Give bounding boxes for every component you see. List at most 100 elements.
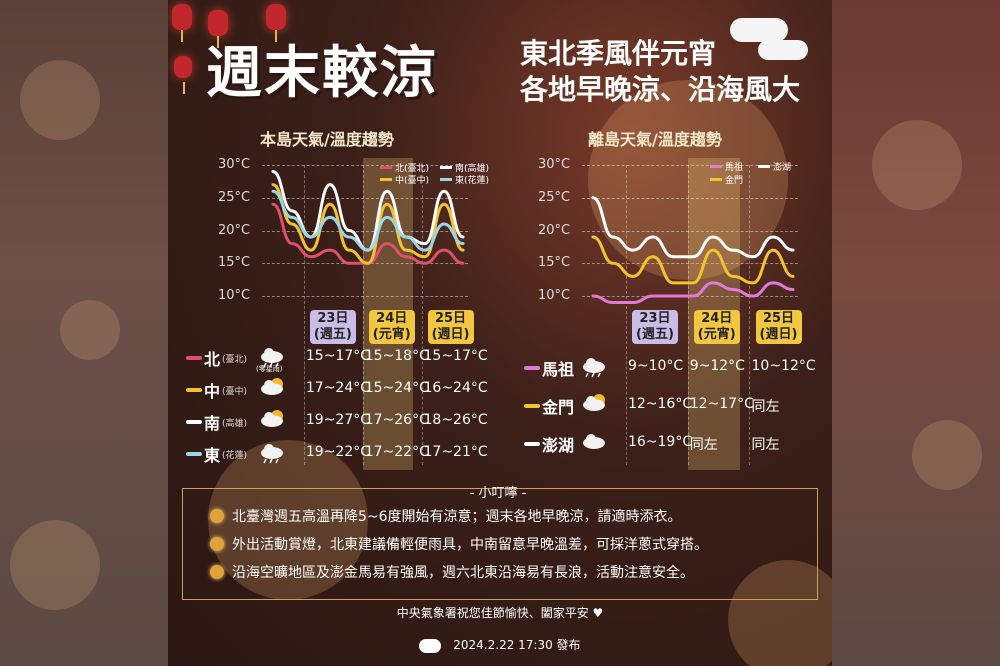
day-separator: [421, 165, 423, 465]
row-color-swatch: [186, 356, 202, 360]
series-line-1: [591, 235, 795, 285]
cloud-decoration-icon: [730, 18, 788, 42]
temp-cell: 同左: [689, 437, 718, 453]
series-line-2: [591, 196, 795, 259]
legend-item: 馬祖: [710, 160, 743, 173]
legend-item: 金門: [710, 173, 743, 186]
lantern-bullet-icon: [210, 509, 224, 523]
legend-label: 馬祖: [725, 163, 744, 173]
row-color-swatch: [524, 404, 540, 408]
temp-cell: 15~17°C: [423, 348, 488, 364]
right-chart-title: 離島天氣/溫度趨勢: [588, 130, 722, 149]
temp-cell: 16~24°C: [423, 380, 488, 396]
legend-label: 南(高雄): [455, 164, 490, 174]
temp-cell: 9~10°C: [627, 358, 684, 374]
y-tick-label: 20°C: [218, 222, 251, 238]
temp-cell: 12~17°C: [689, 396, 754, 412]
y-tick-label: 30°C: [218, 157, 251, 172]
legend-label: 北(臺北): [395, 164, 430, 174]
day-header-23日: 23日 (週五): [631, 310, 678, 344]
legend-label: 澎湖: [773, 163, 792, 173]
temp-cell: 17~24°C: [305, 380, 371, 396]
temp-cell: 同左: [751, 437, 780, 453]
legend-label: 金門: [725, 176, 744, 186]
day-separator: [304, 165, 305, 465]
weather-label: (零星雨): [256, 365, 283, 373]
series-line-0: [591, 281, 795, 305]
temp-cell: 17~26°C: [364, 412, 429, 428]
lantern-icon: [208, 10, 228, 48]
left-blurred-background: [0, 0, 168, 666]
legend-item: 澎湖: [758, 160, 791, 173]
y-tick-label: 20°C: [538, 222, 571, 238]
right-blurred-background: [832, 0, 1000, 666]
row-label-南: 南 (高雄): [186, 410, 247, 434]
gridline: [262, 197, 468, 199]
temp-cell: 17~22°C: [364, 444, 429, 460]
gridline: [262, 296, 468, 297]
chart-plot: [591, 196, 795, 305]
gridline: [582, 263, 798, 265]
y-tick-label: 25°C: [218, 189, 251, 205]
legend-swatch: [380, 166, 392, 169]
temp-cell: 12~16°C: [627, 396, 693, 412]
lantern-bullet-icon: [210, 537, 224, 551]
legend-item: 南(高雄): [440, 161, 489, 174]
y-tick-label: 15°C: [538, 255, 571, 271]
row-label-東: 東 (花蓮): [186, 442, 247, 466]
row-label-金門: 金門: [524, 394, 574, 418]
day-separator: [625, 165, 627, 465]
tip-item: 外出活動賞燈，北東建議備輕便雨具，中南留意早晚溫差，可採洋蔥式穿搭。: [210, 534, 708, 554]
y-tick-label: 30°C: [538, 157, 571, 172]
day-header-23日: 23日 (週五): [309, 310, 356, 344]
temp-cell: 15~17°C: [305, 348, 371, 364]
temp-cell: 19~27°C: [305, 412, 371, 428]
day-header-24日: 24日 (元宵): [693, 310, 740, 344]
tips-frame: [182, 488, 818, 600]
lantern-icon: [174, 56, 192, 94]
row-label-中: 中 (臺中): [186, 378, 247, 402]
row-color-swatch: [186, 388, 202, 392]
legend-swatch: [758, 165, 770, 168]
left-chart-title: 本島天氣/溫度趨勢: [260, 130, 394, 149]
gridline: [582, 230, 798, 232]
row-color-swatch: [524, 442, 540, 446]
day-separator: [687, 165, 689, 465]
day-header-24日: 24日 (元宵): [368, 310, 415, 344]
heart-icon: ♥: [592, 606, 604, 620]
legend-label: 東(花蓮): [455, 176, 490, 186]
lantern-icon: [266, 4, 286, 42]
temp-cell: 19~22°C: [305, 444, 371, 460]
tips-panel: - 小叮嚀 - 北臺灣週五高溫再降5~6度開始有涼意；週末各地早晚涼，請適時添衣…: [186, 486, 810, 598]
lantern-bullet-icon: [210, 565, 224, 579]
row-label-馬祖: 馬祖: [524, 356, 574, 380]
page-title: 週末較涼: [206, 41, 438, 106]
legend-swatch: [710, 178, 722, 181]
footer-issued: 2024.2.22 17:30 發布: [168, 636, 832, 653]
sun-cloud-icon: [261, 410, 283, 427]
row-color-swatch: [524, 366, 540, 370]
subtitle-line-1: 東北季風伴元宵: [520, 37, 717, 70]
legend-item: 東(花蓮): [440, 173, 489, 186]
temp-cell: 10~12°C: [751, 358, 816, 374]
gridline: [262, 165, 468, 166]
temp-cell: 17~21°C: [423, 444, 488, 460]
gridline: [262, 230, 468, 232]
tip-item: 北臺灣週五高溫再降5~6度開始有涼意；週末各地早晚涼，請適時添衣。: [210, 506, 682, 526]
legend-swatch: [380, 178, 392, 181]
rain-cloud-icon: [261, 444, 283, 464]
legend-item: 北(臺北): [380, 161, 429, 174]
cwa-logo-icon: [419, 638, 442, 653]
legend-swatch: [440, 166, 452, 169]
legend-swatch: [710, 165, 722, 168]
cloud-decoration-icon: [758, 40, 808, 60]
cloud-icon: [583, 434, 605, 449]
y-tick-label: 25°C: [538, 189, 571, 205]
day-header-25日: 25日 (週日): [755, 310, 802, 344]
footer-greeting: 中央氣象署祝您佳節愉快、闔家平安 ♥: [396, 606, 604, 620]
subtitle-line-2: 各地早晚涼、沿海風大: [520, 73, 801, 106]
day-separator: [749, 165, 751, 465]
rain-cloud-icon: [583, 358, 605, 378]
temp-cell: 18~26°C: [423, 412, 488, 428]
gridline: [582, 165, 798, 166]
